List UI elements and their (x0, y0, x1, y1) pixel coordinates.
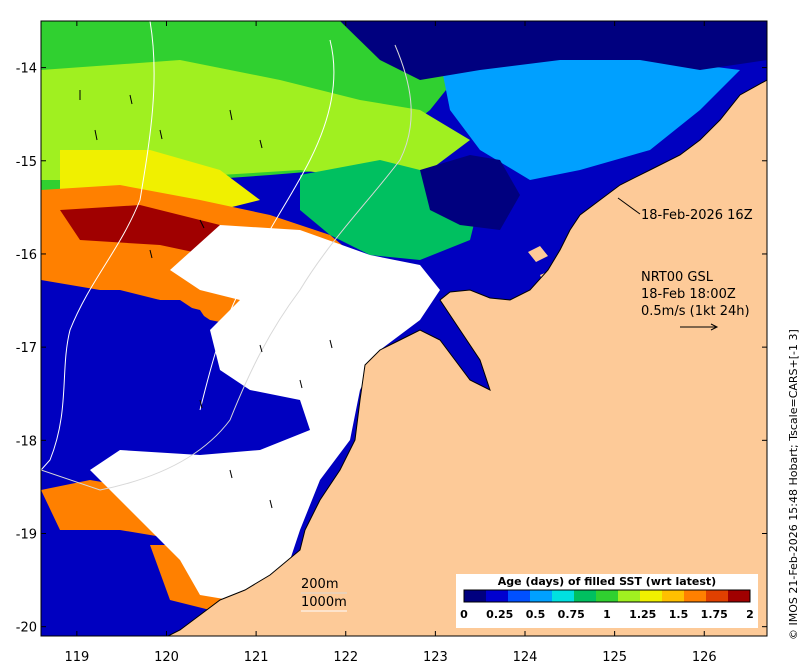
colorbar-title: Age (days) of filled SST (wrt latest) (498, 575, 716, 588)
colorbar-swatch (552, 590, 575, 602)
current-vectors (79, 90, 333, 509)
x-tick-label: 121 (244, 650, 269, 665)
product-time-label: 18-Feb 18:00Z (641, 287, 736, 302)
x-tick-label: 123 (423, 650, 448, 665)
nodata-region (90, 225, 440, 600)
coastline (166, 79, 767, 636)
colorbar-tick-label: 1.25 (629, 608, 656, 621)
sst-region-blue-west (41, 290, 330, 480)
colorbar-swatch (618, 590, 641, 602)
colorbar-tick-label: 0.25 (486, 608, 513, 621)
island-1 (528, 246, 548, 262)
isobath-1000m (41, 21, 335, 471)
map-frame (40, 20, 768, 637)
sst-region-navy-ne (340, 21, 767, 80)
x-tick-label: 120 (154, 650, 179, 665)
colorbar-swatch (640, 590, 663, 602)
front-time-leader (617, 197, 641, 215)
colorbar-swatch (662, 590, 685, 602)
front-time-label: 18-Feb-2026 16Z (641, 208, 753, 223)
colorbar-tick-label: 1 (603, 608, 611, 621)
vector-scale-label: 0.5m/s (1kt 24h) (641, 304, 750, 319)
sst-region-cyan (440, 50, 740, 180)
isobath-200m (41, 44, 412, 491)
isobath-1000m-label: 1000m (301, 595, 347, 610)
colorbar-tick-label: 1.75 (701, 608, 728, 621)
y-tick-label: -20 (16, 621, 37, 636)
colorbar-tick-label: 2 (746, 608, 754, 621)
y-tick-label: -18 (16, 434, 37, 449)
colorbar-labels: 0 0.25 0.5 0.75 1 1.25 1.5 1.75 2 (460, 608, 754, 621)
sst-region-yellow (60, 150, 260, 215)
x-tick-label: 126 (692, 650, 717, 665)
credit-text: © IMOS 21-Feb-2026 15:48 Hobart; Tscale=… (787, 329, 800, 640)
colorbar-swatch (508, 590, 531, 602)
colorbar-tick-label: 1.5 (669, 608, 689, 621)
colorbar-swatch (530, 590, 553, 602)
colorbar-tick-label: 0 (460, 608, 468, 621)
x-tick-label: 124 (513, 650, 538, 665)
product-label: NRT00 GSL (641, 270, 714, 285)
x-tick-label: 122 (333, 650, 358, 665)
land-mass (168, 80, 767, 636)
colorbar-swatch (684, 590, 707, 602)
vector-scale-arrow (680, 323, 719, 331)
colorbar-swatch (464, 590, 487, 602)
x-tick-label: 119 (64, 650, 89, 665)
y-tick-label: -14 (16, 62, 37, 77)
colorbar-swatches (464, 590, 751, 602)
colorbar-swatch (596, 590, 619, 602)
island-2 (540, 270, 556, 284)
colorbar-outline (463, 589, 751, 603)
y-tick-label: -15 (16, 155, 37, 170)
sst-region-navy-coast (420, 155, 520, 230)
x-axis: 119 120 121 122 123 124 125 126 (64, 21, 717, 665)
y-tick-label: -19 (16, 528, 37, 543)
x-tick-label: 125 (602, 650, 627, 665)
colorbar-swatch (574, 590, 597, 602)
y-tick-label: -17 (16, 341, 37, 356)
colorbar-swatch (486, 590, 509, 602)
y-tick-label: -16 (16, 248, 37, 263)
colorbar-swatch (728, 590, 751, 602)
colorbar-tick-label: 0.5 (526, 608, 546, 621)
isobath-200m-label: 200m (301, 577, 338, 592)
colorbar-swatch (706, 590, 729, 602)
sst-region-blue-south (41, 500, 200, 636)
y-axis: -14 -15 -16 -17 -18 -19 -20 (16, 62, 767, 636)
map-plot-area (41, 21, 767, 636)
colorbar-tick-label: 0.75 (558, 608, 585, 621)
